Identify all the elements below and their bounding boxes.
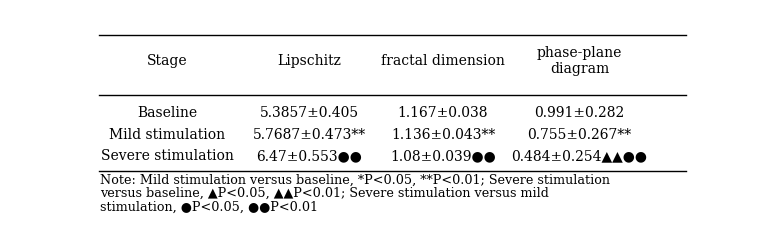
Text: Stage: Stage	[146, 54, 188, 68]
Text: 0.755±0.267**: 0.755±0.267**	[528, 128, 632, 142]
Text: 5.3857±0.405: 5.3857±0.405	[260, 106, 359, 120]
Text: 0.991±0.282: 0.991±0.282	[535, 106, 625, 120]
Text: stimulation, ●P<0.05, ●●P<0.01: stimulation, ●P<0.05, ●●P<0.01	[100, 201, 319, 214]
Text: Lipschitz: Lipschitz	[277, 54, 342, 68]
Text: Note: Mild stimulation versus baseline, *P<0.05, **P<0.01; Severe stimulation: Note: Mild stimulation versus baseline, …	[100, 173, 611, 186]
Text: 6.47±0.553●●: 6.47±0.553●●	[257, 149, 362, 164]
Text: versus baseline, ▲P<0.05, ▲▲P<0.01; Severe stimulation versus mild: versus baseline, ▲P<0.05, ▲▲P<0.01; Seve…	[100, 187, 549, 200]
Text: 1.136±0.043**: 1.136±0.043**	[391, 128, 495, 142]
Text: fractal dimension: fractal dimension	[381, 54, 505, 68]
Text: Severe stimulation: Severe stimulation	[100, 149, 234, 164]
Text: 0.484±0.254▲▲●●: 0.484±0.254▲▲●●	[512, 149, 647, 164]
Text: 1.08±0.039●●: 1.08±0.039●●	[390, 149, 496, 164]
Text: Baseline: Baseline	[137, 106, 197, 120]
Text: phase-plane
diagram: phase-plane diagram	[537, 46, 622, 76]
Text: Mild stimulation: Mild stimulation	[109, 128, 225, 142]
Text: 5.7687±0.473**: 5.7687±0.473**	[253, 128, 366, 142]
Text: 1.167±0.038: 1.167±0.038	[398, 106, 488, 120]
